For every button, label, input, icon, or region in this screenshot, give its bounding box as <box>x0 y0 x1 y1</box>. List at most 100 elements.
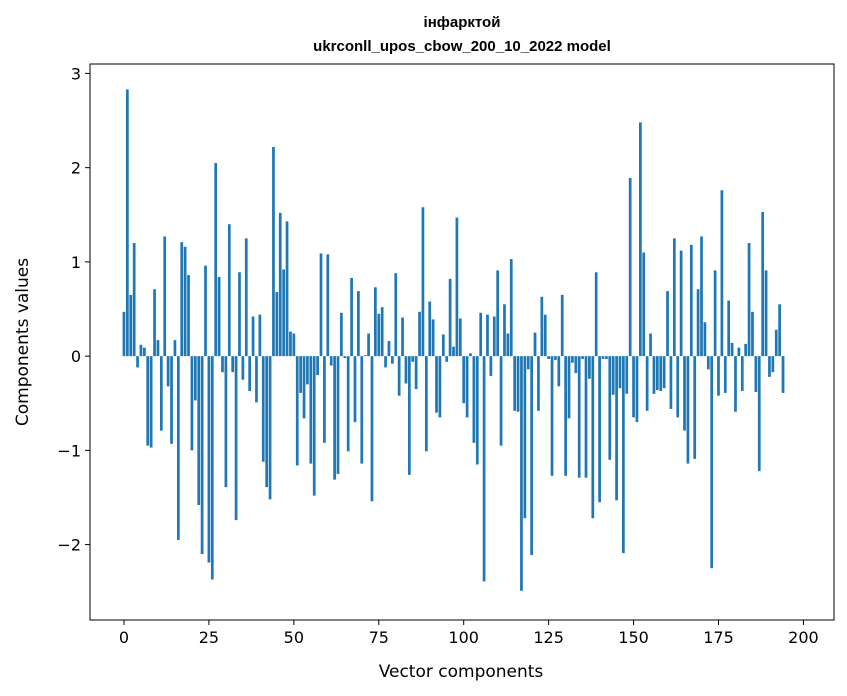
bar-150 <box>632 356 635 418</box>
bar-170 <box>700 236 703 357</box>
bar-series <box>122 89 785 591</box>
bar-63 <box>336 356 340 474</box>
bar-155 <box>649 333 652 357</box>
bar-28 <box>217 276 221 357</box>
bar-152 <box>639 122 642 357</box>
bar-177 <box>723 356 727 393</box>
bar-47 <box>282 269 285 357</box>
bar-108 <box>489 356 493 376</box>
bar-12 <box>163 236 167 357</box>
bar-83 <box>404 356 408 384</box>
bar-10 <box>156 340 160 357</box>
bar-58 <box>319 253 323 357</box>
bar-168 <box>693 356 697 459</box>
bar-185 <box>751 311 754 357</box>
bar-161 <box>669 356 673 409</box>
bar-109 <box>492 316 496 357</box>
y-tick-label: 2 <box>71 159 81 178</box>
bar-134 <box>577 356 581 478</box>
bar-116 <box>516 356 520 412</box>
bar-131 <box>567 356 571 419</box>
bar-84 <box>407 356 411 475</box>
bar-179 <box>730 342 734 357</box>
bar-151 <box>635 356 639 423</box>
bar-118 <box>523 356 527 519</box>
bar-4 <box>136 356 139 368</box>
bar-162 <box>672 238 676 357</box>
bar-124 <box>543 314 547 357</box>
bar-75 <box>377 313 381 357</box>
bar-79 <box>391 356 394 364</box>
bar-44 <box>272 146 275 357</box>
x-tick-label: 175 <box>703 628 734 647</box>
bar-64 <box>340 312 343 357</box>
bar-32 <box>231 356 235 373</box>
bar-191 <box>771 356 775 373</box>
bar-62 <box>333 356 336 480</box>
bar-2 <box>129 294 133 357</box>
bar-5 <box>139 344 143 357</box>
bar-6 <box>143 347 146 357</box>
bar-89 <box>424 356 428 452</box>
bar-173 <box>710 356 714 569</box>
bar-125 <box>547 356 550 359</box>
y-tick-label: 3 <box>71 64 81 83</box>
x-tick-label: 200 <box>788 628 819 647</box>
bar-153 <box>642 252 646 357</box>
bar-74 <box>374 287 377 357</box>
bar-105 <box>479 312 483 357</box>
bar-194 <box>781 356 785 393</box>
bar-98 <box>455 217 459 357</box>
bar-87 <box>418 311 421 357</box>
bar-133 <box>574 356 578 374</box>
bar-70 <box>360 356 364 464</box>
bar-20 <box>190 356 194 451</box>
bar-55 <box>309 356 313 464</box>
bar-180 <box>734 356 737 412</box>
bar-19 <box>187 275 190 357</box>
bar-149 <box>628 178 632 357</box>
bar-69 <box>357 291 360 357</box>
bar-90 <box>428 301 432 357</box>
bar-193 <box>778 304 781 357</box>
bar-184 <box>747 243 751 357</box>
bar-82 <box>401 317 404 357</box>
x-tick-label: 50 <box>284 628 304 647</box>
bar-119 <box>526 356 530 370</box>
bar-18 <box>183 246 187 357</box>
bar-93 <box>438 356 442 418</box>
bar-40 <box>258 314 262 357</box>
x-tick-label: 75 <box>369 628 389 647</box>
y-tick-label: 0 <box>71 347 81 366</box>
bar-100 <box>462 356 466 404</box>
bar-9 <box>153 289 156 357</box>
y-tick-label: −2 <box>57 536 81 555</box>
bar-112 <box>503 304 506 357</box>
bar-3 <box>132 243 136 357</box>
bar-148 <box>625 356 629 394</box>
bar-174 <box>713 270 717 357</box>
bar-121 <box>533 332 537 357</box>
bar-78 <box>387 341 391 357</box>
bar-156 <box>652 356 656 394</box>
bar-15 <box>173 340 177 357</box>
x-tick-label: 125 <box>533 628 564 647</box>
x-tick-label: 0 <box>119 628 129 647</box>
bar-190 <box>768 356 771 377</box>
bar-135 <box>581 356 584 359</box>
bar-73 <box>370 356 374 502</box>
bar-57 <box>316 356 319 375</box>
bar-1 <box>126 89 129 357</box>
bar-66 <box>346 356 350 452</box>
bar-56 <box>312 356 316 496</box>
bar-111 <box>499 356 503 446</box>
y-tick-label: −1 <box>57 441 81 460</box>
bar-37 <box>248 356 252 392</box>
x-axis-ticks: 0 25 50 75 100 125 150 175 200 <box>119 620 819 647</box>
bar-33 <box>234 356 238 521</box>
bar-23 <box>200 356 204 555</box>
bar-86 <box>414 356 418 390</box>
bar-85 <box>411 356 415 362</box>
bar-61 <box>329 356 333 366</box>
bar-31 <box>227 224 231 357</box>
